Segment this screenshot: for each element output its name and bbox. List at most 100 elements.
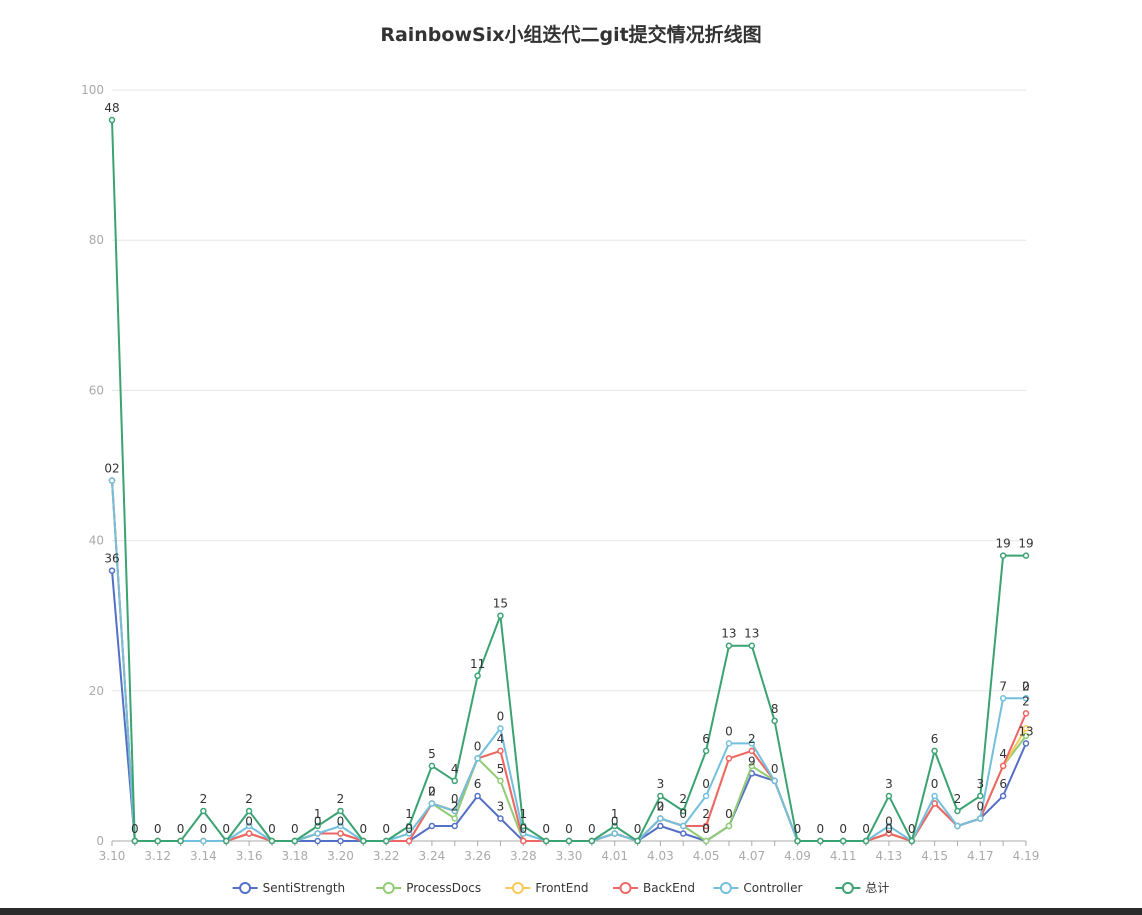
data-point	[748, 747, 756, 755]
data-point	[748, 642, 756, 649]
data-label: 11	[470, 657, 485, 671]
data-label: 0	[497, 709, 505, 723]
x-tick-label: 3.20	[327, 849, 354, 863]
legend[interactable]: SentiStrength ProcessDocs FrontEnd BackEnd C…	[232, 881, 890, 895]
data-point	[977, 792, 984, 800]
y-tick-label: 40	[89, 534, 104, 548]
data-point	[497, 777, 504, 785]
data-label: 3	[497, 799, 505, 813]
data-point	[748, 762, 756, 770]
y-tick-label: 20	[89, 684, 104, 698]
data-point	[131, 837, 139, 845]
data-point	[794, 837, 801, 845]
series-lines	[108, 116, 1030, 845]
data-point	[337, 807, 344, 815]
data-point	[497, 612, 504, 619]
data-point	[725, 755, 733, 762]
legend-item[interactable]: BackEnd	[613, 881, 695, 895]
data-point	[1022, 732, 1030, 740]
data-label: 0	[519, 822, 527, 836]
grid-lines	[112, 89, 1026, 692]
legend-item[interactable]: SentiStrength	[232, 881, 346, 895]
data-point	[108, 116, 116, 124]
x-tick-label: 3.22	[373, 849, 400, 863]
legend-item[interactable]: FrontEnd	[505, 881, 589, 895]
data-point	[702, 792, 710, 800]
data-point	[497, 747, 504, 755]
data-label: 0	[222, 822, 230, 836]
data-point	[108, 567, 116, 574]
y-tick-label: 100	[81, 83, 104, 97]
x-tick-label: 4.19	[1013, 849, 1040, 863]
data-point	[999, 792, 1007, 800]
data-label: 48	[104, 101, 119, 115]
data-point	[931, 792, 938, 800]
data-label: 8	[771, 702, 779, 716]
data-label: 0	[268, 822, 276, 836]
x-tick-label: 4.09	[784, 849, 811, 863]
x-tick-label: 3.24	[419, 849, 446, 863]
data-label: 4	[497, 732, 505, 746]
data-label: 6	[931, 732, 939, 746]
x-tick-label: 3.30	[556, 849, 583, 863]
data-point	[702, 747, 710, 755]
data-label: 0	[702, 822, 710, 836]
data-label: 0	[291, 822, 299, 836]
data-point	[497, 725, 504, 732]
data-point	[405, 830, 413, 837]
legend-label: Controller	[743, 881, 802, 895]
data-label: 0	[200, 822, 208, 836]
legend-marker-icon	[719, 882, 732, 894]
data-point	[771, 717, 778, 725]
data-label: 13	[721, 627, 736, 641]
data-label: 4	[451, 762, 459, 776]
data-point	[931, 747, 938, 755]
x-tick-label: 4.03	[647, 849, 674, 863]
legend-item[interactable]: 总计	[835, 881, 889, 895]
data-label: 0	[154, 822, 162, 836]
data-point	[954, 822, 961, 830]
legend-item[interactable]: ProcessDocs	[376, 881, 481, 895]
data-point	[497, 815, 504, 822]
data-point	[200, 807, 207, 815]
x-tick-label: 3.10	[99, 849, 126, 863]
data-point	[337, 837, 344, 845]
data-point	[748, 740, 756, 747]
x-tick-label: 4.11	[830, 849, 857, 863]
chart-title: RainbowSix小组迭代二git提交情况折线图	[380, 24, 762, 46]
data-point	[1022, 552, 1030, 559]
legend-label: SentiStrength	[263, 881, 346, 895]
x-tick-label: 3.28	[510, 849, 537, 863]
y-tick-label: 60	[89, 383, 104, 397]
data-label: 1	[519, 807, 527, 821]
data-point	[702, 837, 710, 845]
data-label: 0	[565, 822, 573, 836]
data-point	[999, 695, 1007, 702]
x-tick-label: 3.14	[190, 849, 217, 863]
legend-item[interactable]: Controller	[713, 881, 802, 895]
data-point	[657, 815, 664, 822]
data-label: 15	[493, 597, 508, 611]
data-point	[657, 792, 664, 800]
legend-marker-icon	[841, 882, 854, 894]
data-point	[931, 800, 938, 807]
x-tick-label: 4.15	[921, 849, 948, 863]
data-point	[474, 672, 481, 680]
data-point	[1022, 695, 1030, 702]
x-tick-label: 3.18	[281, 849, 308, 863]
data-point	[520, 830, 527, 837]
data-label: 0	[885, 814, 893, 828]
data-point	[999, 552, 1007, 559]
y-tick-label: 80	[89, 233, 104, 247]
data-point	[680, 807, 687, 815]
data-label: 02	[104, 462, 119, 476]
data-label: 1	[405, 807, 413, 821]
data-label: 4	[999, 747, 1007, 761]
data-point	[451, 777, 458, 785]
data-label: 0	[931, 777, 939, 791]
legend-label: ProcessDocs	[406, 881, 481, 895]
data-point	[451, 807, 458, 815]
data-point	[405, 822, 413, 830]
legend-label: 总计	[865, 881, 889, 895]
data-point	[680, 830, 687, 837]
